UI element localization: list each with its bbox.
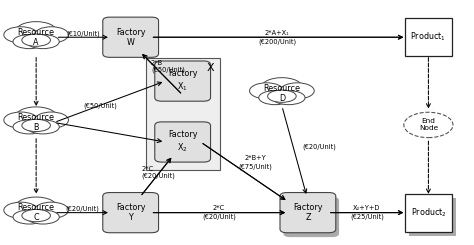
Text: (€20/Unit): (€20/Unit) xyxy=(65,206,100,212)
Text: Product$_2$: Product$_2$ xyxy=(410,206,447,219)
Text: Resource
B: Resource B xyxy=(18,113,55,132)
Text: (€200/Unit): (€200/Unit) xyxy=(258,38,296,45)
Text: 2*C: 2*C xyxy=(213,205,225,211)
Ellipse shape xyxy=(22,34,50,46)
FancyBboxPatch shape xyxy=(283,197,339,237)
Text: (€20/Unit): (€20/Unit) xyxy=(202,214,236,220)
Ellipse shape xyxy=(35,202,68,218)
Text: (€50/Unit): (€50/Unit) xyxy=(151,67,185,73)
Text: (€10/Unit): (€10/Unit) xyxy=(66,30,100,37)
Text: X: X xyxy=(207,63,215,73)
Text: Factory
X$_1$: Factory X$_1$ xyxy=(168,69,197,93)
Ellipse shape xyxy=(27,210,59,224)
Ellipse shape xyxy=(4,27,38,43)
Ellipse shape xyxy=(250,83,283,99)
Text: Factory
X$_2$: Factory X$_2$ xyxy=(168,130,197,154)
Ellipse shape xyxy=(4,112,38,128)
FancyBboxPatch shape xyxy=(103,17,158,57)
Ellipse shape xyxy=(27,35,59,49)
Ellipse shape xyxy=(35,27,68,43)
Ellipse shape xyxy=(16,22,56,41)
Text: X₂+Y+D: X₂+Y+D xyxy=(353,205,381,211)
Ellipse shape xyxy=(13,35,46,49)
Circle shape xyxy=(404,112,453,138)
Text: Factory
Y: Factory Y xyxy=(116,203,146,222)
Text: End
Node: End Node xyxy=(419,118,438,131)
Ellipse shape xyxy=(262,78,302,97)
Ellipse shape xyxy=(13,120,46,134)
Bar xyxy=(146,58,219,170)
Text: (€25/Unit): (€25/Unit) xyxy=(350,214,384,220)
Bar xyxy=(409,198,456,236)
Ellipse shape xyxy=(273,91,305,105)
Bar xyxy=(405,18,452,56)
Text: 2*C: 2*C xyxy=(142,166,154,172)
Bar xyxy=(405,194,452,232)
Ellipse shape xyxy=(27,120,59,134)
Ellipse shape xyxy=(13,210,46,224)
Ellipse shape xyxy=(16,107,56,126)
Text: Product$_1$: Product$_1$ xyxy=(410,31,447,43)
FancyBboxPatch shape xyxy=(155,61,210,101)
FancyBboxPatch shape xyxy=(280,193,336,233)
Ellipse shape xyxy=(35,112,68,128)
Text: 2*A+X₁: 2*A+X₁ xyxy=(265,30,290,36)
Text: (€50/Unit): (€50/Unit) xyxy=(83,102,117,109)
Text: 2*B+Y: 2*B+Y xyxy=(245,155,266,161)
Text: Resource
A: Resource A xyxy=(18,27,55,47)
Ellipse shape xyxy=(280,83,314,99)
Text: Resource
D: Resource D xyxy=(264,84,301,103)
Text: (€20/Unit): (€20/Unit) xyxy=(302,144,336,150)
FancyBboxPatch shape xyxy=(103,193,158,233)
Text: (€75/Unit): (€75/Unit) xyxy=(238,163,273,170)
Ellipse shape xyxy=(268,90,296,102)
Text: (€20/Unit): (€20/Unit) xyxy=(142,173,175,179)
FancyBboxPatch shape xyxy=(155,122,210,162)
Text: Factory
Z: Factory Z xyxy=(293,203,323,222)
Ellipse shape xyxy=(16,197,56,216)
Ellipse shape xyxy=(4,202,38,218)
Text: 2*B: 2*B xyxy=(151,60,163,66)
Text: Factory
W: Factory W xyxy=(116,27,146,47)
Ellipse shape xyxy=(22,209,50,222)
Ellipse shape xyxy=(22,119,50,132)
Ellipse shape xyxy=(259,91,292,105)
Text: Resource
C: Resource C xyxy=(18,203,55,222)
